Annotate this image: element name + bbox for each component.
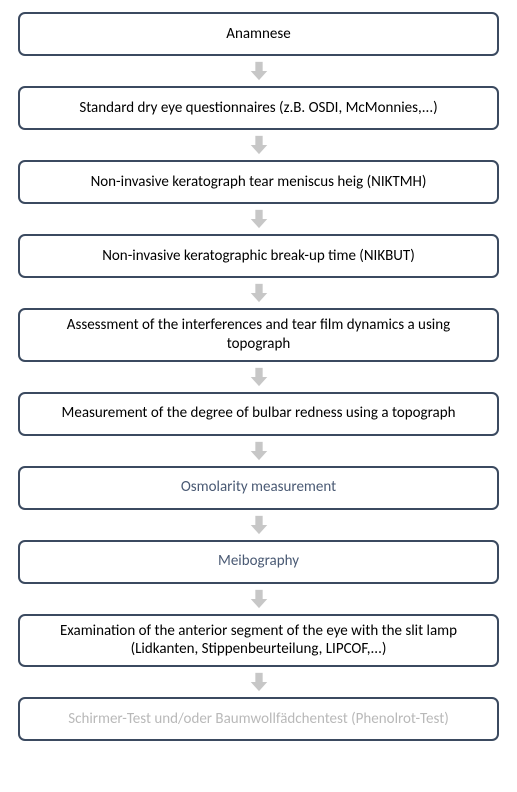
flow-node-label: Osmolarity measurement xyxy=(181,478,336,497)
flow-arrow xyxy=(248,514,270,536)
flow-arrow xyxy=(248,208,270,230)
flow-node-label: Examination of the anterior segment of t… xyxy=(34,622,483,660)
flow-node-6: Osmolarity measurement xyxy=(18,466,499,510)
flow-arrow xyxy=(248,588,270,610)
flow-arrow xyxy=(248,60,270,82)
flow-arrow xyxy=(248,134,270,156)
flow-node-label: Non-invasive keratographic break-up time… xyxy=(102,247,415,266)
flow-node-label: Non-invasive keratograph tear meniscus h… xyxy=(91,173,427,192)
flow-node-9: Schirmer-Test und/oder Baumwollfädchente… xyxy=(18,697,499,741)
flow-node-3: Non-invasive keratographic break-up time… xyxy=(18,234,499,278)
flow-arrow xyxy=(248,440,270,462)
flow-arrow xyxy=(248,366,270,388)
flow-arrow xyxy=(248,671,270,693)
flow-node-4: Assessment of the interferences and tear… xyxy=(18,308,499,362)
flow-node-label: Schirmer-Test und/oder Baumwollfädchente… xyxy=(68,710,449,729)
flow-node-label: Assessment of the interferences and tear… xyxy=(34,316,483,354)
flow-node-label: Standard dry eye questionnaires (z.B. OS… xyxy=(79,99,437,118)
flow-node-7: Meibography xyxy=(18,540,499,584)
flow-arrow xyxy=(248,282,270,304)
flow-node-0: Anamnese xyxy=(18,12,499,56)
flowchart-container: Anamnese Standard dry eye questionnaires … xyxy=(18,12,499,741)
flow-node-8: Examination of the anterior segment of t… xyxy=(18,614,499,668)
flow-node-1: Standard dry eye questionnaires (z.B. OS… xyxy=(18,86,499,130)
flow-node-2: Non-invasive keratograph tear meniscus h… xyxy=(18,160,499,204)
flow-node-label: Measurement of the degree of bulbar redn… xyxy=(62,404,456,423)
flow-node-5: Measurement of the degree of bulbar redn… xyxy=(18,392,499,436)
flow-node-label: Anamnese xyxy=(226,25,290,44)
flow-node-label: Meibography xyxy=(218,552,299,571)
